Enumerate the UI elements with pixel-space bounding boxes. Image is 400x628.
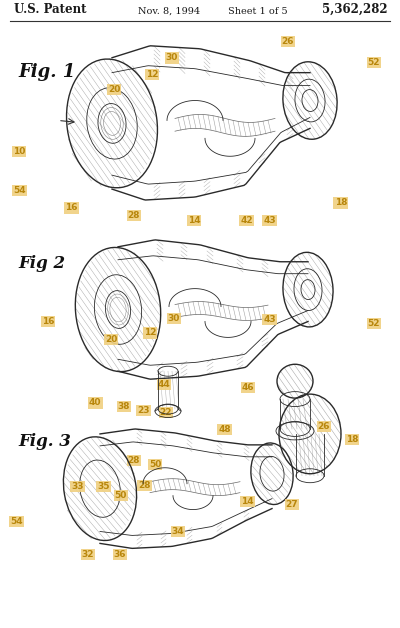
Text: 10: 10 — [13, 147, 25, 156]
Text: 40: 40 — [89, 399, 102, 408]
Text: 42: 42 — [240, 216, 253, 225]
Text: 20: 20 — [105, 335, 117, 344]
Text: 27: 27 — [286, 501, 298, 509]
Text: 22: 22 — [160, 408, 172, 417]
Text: 35: 35 — [97, 482, 110, 490]
Text: 23: 23 — [137, 406, 150, 415]
Text: 43: 43 — [263, 315, 276, 325]
Text: 32: 32 — [82, 550, 94, 559]
Text: 46: 46 — [242, 383, 254, 392]
Text: 18: 18 — [346, 435, 358, 444]
Text: 48: 48 — [218, 425, 231, 434]
Text: 16: 16 — [65, 203, 78, 212]
Text: 50: 50 — [149, 460, 161, 468]
Text: 44: 44 — [158, 380, 170, 389]
Text: U.S. Patent: U.S. Patent — [14, 3, 86, 16]
Text: 26: 26 — [282, 37, 294, 46]
Text: 12: 12 — [146, 70, 158, 79]
Text: 34: 34 — [172, 527, 184, 536]
Text: 28: 28 — [138, 481, 151, 490]
Text: 16: 16 — [42, 317, 54, 326]
Text: Fig. 3: Fig. 3 — [18, 433, 71, 450]
Text: Sheet 1 of 5: Sheet 1 of 5 — [228, 7, 288, 16]
Text: 50: 50 — [115, 491, 127, 500]
Text: 30: 30 — [166, 53, 178, 63]
Text: 12: 12 — [144, 328, 156, 337]
Text: 18: 18 — [334, 198, 347, 207]
Text: 54: 54 — [13, 186, 26, 195]
Text: 5,362,282: 5,362,282 — [322, 3, 388, 16]
Text: 30: 30 — [168, 314, 180, 323]
Text: 38: 38 — [118, 402, 130, 411]
Text: 52: 52 — [368, 319, 380, 328]
Text: Nov. 8, 1994: Nov. 8, 1994 — [138, 7, 200, 16]
Text: 54: 54 — [10, 517, 23, 526]
Text: 43: 43 — [263, 216, 276, 225]
Text: 20: 20 — [108, 85, 120, 94]
Text: Fig 2: Fig 2 — [18, 255, 65, 272]
Text: 33: 33 — [71, 482, 84, 490]
Text: 14: 14 — [188, 216, 200, 225]
Text: 14: 14 — [241, 497, 254, 506]
Text: 26: 26 — [318, 422, 330, 431]
Text: 36: 36 — [114, 550, 126, 559]
Text: 28: 28 — [128, 456, 140, 465]
Text: 28: 28 — [128, 211, 140, 220]
Text: 52: 52 — [368, 58, 380, 67]
Text: Fig. 1: Fig. 1 — [18, 63, 75, 81]
